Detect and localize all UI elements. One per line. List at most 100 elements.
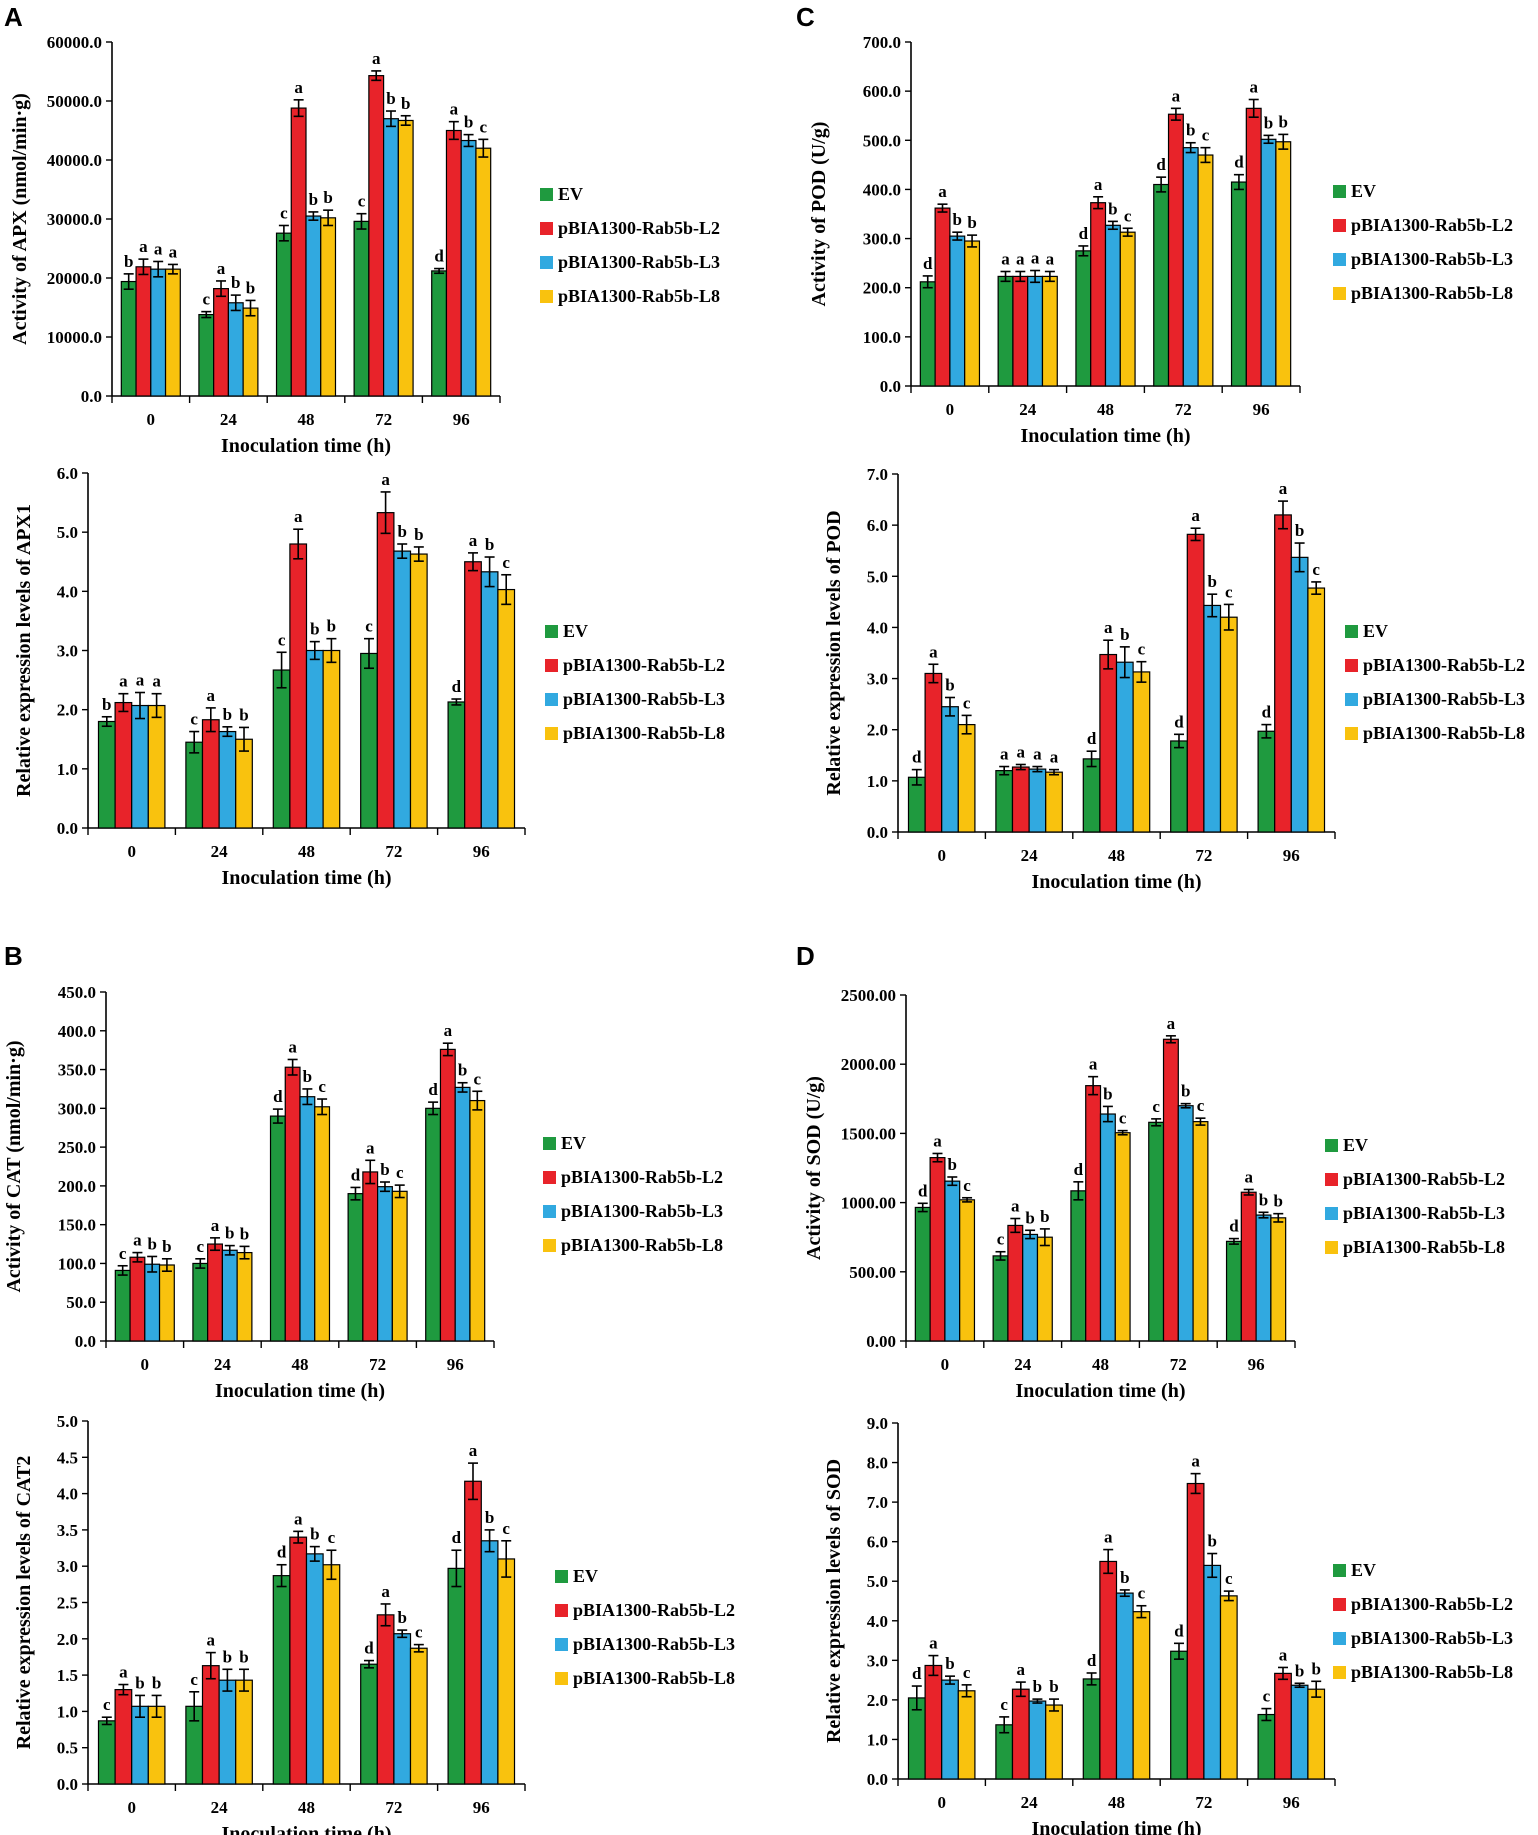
x-tick-label-72: 72 xyxy=(1195,846,1212,865)
bar-ev-48 xyxy=(1082,1678,1101,1780)
chart-6: 0.0 0.5 1.0 1.5 2.0 2.5 3.0 3.5 4.0 4.5 5.0 0 24 48 72… xyxy=(13,1412,735,1835)
bar-pbia1300-rab5b-l8-24 xyxy=(242,307,259,397)
bar-ev-24 xyxy=(995,770,1014,833)
bar-pbia1300-rab5b-l8-96 xyxy=(469,1099,486,1342)
significance-letter: a xyxy=(1016,249,1025,268)
significance-letter: c xyxy=(997,1230,1005,1249)
significance-letter: c xyxy=(280,203,288,222)
legend-swatch-pbia1300-rab5b-l3 xyxy=(540,256,553,269)
legend-swatch-pbia1300-rab5b-l8 xyxy=(555,1672,568,1685)
significance-letter: b xyxy=(380,1160,389,1179)
significance-letter: a xyxy=(217,259,226,278)
legend-label-pbia1300-rab5b-l3: pBIA1300-Rab5b-L3 xyxy=(1363,689,1525,709)
significance-letter: a xyxy=(1094,175,1103,194)
bar-pbia1300-rab5b-l8-72 xyxy=(1219,616,1238,833)
significance-letter: c xyxy=(1138,1584,1146,1603)
chart-4: 0.0 1.0 2.0 3.0 4.0 5.0 6.0 7.0 0 24 48 72 96 Inocula… xyxy=(823,465,1525,893)
y-tick-label: 20000.0 xyxy=(47,269,102,288)
x-tick-label-24: 24 xyxy=(220,410,238,429)
bar-ev-72 xyxy=(1170,740,1188,833)
significance-letter: b xyxy=(223,1647,232,1666)
y-tick-label: 3.0 xyxy=(867,1651,888,1670)
significance-letter: c xyxy=(190,710,198,729)
legend-label-pbia1300-rab5b-l2: pBIA1300-Rab5b-L2 xyxy=(558,218,720,238)
significance-letter: d xyxy=(1087,1651,1097,1670)
y-tick-label: 200.0 xyxy=(58,1177,96,1196)
significance-letter: c xyxy=(1152,1097,1160,1116)
bar-ev-72 xyxy=(1148,1121,1165,1342)
significance-letter: a xyxy=(1001,249,1010,268)
significance-letter: c xyxy=(963,1176,971,1195)
legend-label-pbia1300-rab5b-l2: pBIA1300-Rab5b-L2 xyxy=(561,1167,723,1187)
bar-pbia1300-rab5b-l8-48 xyxy=(320,217,337,397)
x-tick-label-48: 48 xyxy=(298,842,315,861)
legend-label-ev: EV xyxy=(561,1133,586,1153)
y-tick-label: 1.0 xyxy=(57,760,78,779)
x-tick-label-0: 0 xyxy=(147,410,156,429)
y-tick-label: 350.0 xyxy=(58,1061,96,1080)
significance-letter: c xyxy=(963,1663,971,1682)
bar-ev-0 xyxy=(919,281,936,387)
significance-letter: a xyxy=(1031,249,1040,268)
significance-letter: d xyxy=(452,1528,462,1547)
x-tick-label-48: 48 xyxy=(1092,1355,1109,1374)
bar-pbia1300-rab5b-l8-96 xyxy=(1307,587,1326,833)
significance-letter: c xyxy=(1138,640,1146,659)
significance-letter: c xyxy=(358,192,366,211)
significance-letter: a xyxy=(1104,618,1113,637)
legend-label-pbia1300-rab5b-l3: pBIA1300-Rab5b-L3 xyxy=(558,252,720,272)
significance-letter: a xyxy=(1089,1055,1098,1074)
legend-swatch-pbia1300-rab5b-l3 xyxy=(555,1638,568,1651)
bar-pbia1300-rab5b-l8-48 xyxy=(322,1564,341,1785)
y-axis-label: Activity of APX (nmol/min·g) xyxy=(9,93,31,345)
y-axis-label: Activity of CAT (nmol/min·g) xyxy=(3,1040,25,1292)
bar-pbia1300-rab5b-l8-0 xyxy=(964,240,981,387)
significance-letter: b xyxy=(246,278,255,297)
y-tick-label: 0.5 xyxy=(57,1739,78,1758)
significance-letter: b xyxy=(1264,113,1273,132)
y-tick-label: 0.0 xyxy=(867,1770,888,1789)
significance-letter: a xyxy=(154,239,163,258)
x-tick-label-0: 0 xyxy=(127,842,136,861)
x-tick-label-24: 24 xyxy=(1019,400,1037,419)
panel-label-b: B xyxy=(4,941,23,971)
y-tick-label: 2000.00 xyxy=(841,1055,896,1074)
y-tick-label: 2500.00 xyxy=(841,986,896,1005)
legend-swatch-pbia1300-rab5b-l2 xyxy=(545,659,558,672)
x-tick-label-0: 0 xyxy=(937,846,946,865)
x-tick-label-72: 72 xyxy=(375,410,392,429)
bar-pbia1300-rab5b-l2-48 xyxy=(289,543,308,829)
bar-pbia1300-rab5b-l3-48 xyxy=(305,1553,324,1785)
bar-pbia1300-rab5b-l8-0 xyxy=(164,268,181,397)
x-tick-label-48: 48 xyxy=(298,410,315,429)
significance-letter: c xyxy=(190,1670,198,1689)
significance-letter: b xyxy=(162,1237,171,1256)
bar-pbia1300-rab5b-l8-0 xyxy=(957,1690,976,1780)
bar-pbia1300-rab5b-l8-96 xyxy=(475,147,492,397)
bar-pbia1300-rab5b-l2-48 xyxy=(1099,653,1118,833)
x-axis-label: Inoculation time (h) xyxy=(1016,1380,1186,1402)
bar-pbia1300-rab5b-l2-72 xyxy=(362,1171,379,1342)
bar-ev-24 xyxy=(192,1262,209,1342)
bar-pbia1300-rab5b-l3-0 xyxy=(131,704,149,829)
bar-pbia1300-rab5b-l3-24 xyxy=(1028,1700,1047,1780)
y-tick-label: 700.0 xyxy=(863,33,901,52)
y-tick-label: 0.0 xyxy=(57,1775,78,1794)
bar-pbia1300-rab5b-l8-72 xyxy=(391,1190,408,1342)
bar-pbia1300-rab5b-l2-72 xyxy=(1186,533,1205,833)
bar-pbia1300-rab5b-l3-72 xyxy=(393,550,412,829)
significance-letter: b xyxy=(303,1067,312,1086)
y-tick-label: 300.0 xyxy=(58,1099,96,1118)
bar-ev-48 xyxy=(269,1115,286,1342)
y-tick-label: 4.0 xyxy=(867,1612,888,1631)
significance-letter: b xyxy=(309,190,318,209)
legend-label-pbia1300-rab5b-l2: pBIA1300-Rab5b-L2 xyxy=(573,1600,735,1620)
bar-pbia1300-rab5b-l3-0 xyxy=(144,1263,161,1342)
significance-letter: d xyxy=(452,677,462,696)
legend-label-pbia1300-rab5b-l2: pBIA1300-Rab5b-L2 xyxy=(1351,215,1513,235)
bar-pbia1300-rab5b-l2-48 xyxy=(290,107,307,397)
legend-swatch-pbia1300-rab5b-l2 xyxy=(1333,219,1346,232)
significance-letter: a xyxy=(1172,86,1181,105)
significance-letter: a xyxy=(1046,249,1055,268)
y-tick-label: 4.0 xyxy=(57,1485,78,1504)
